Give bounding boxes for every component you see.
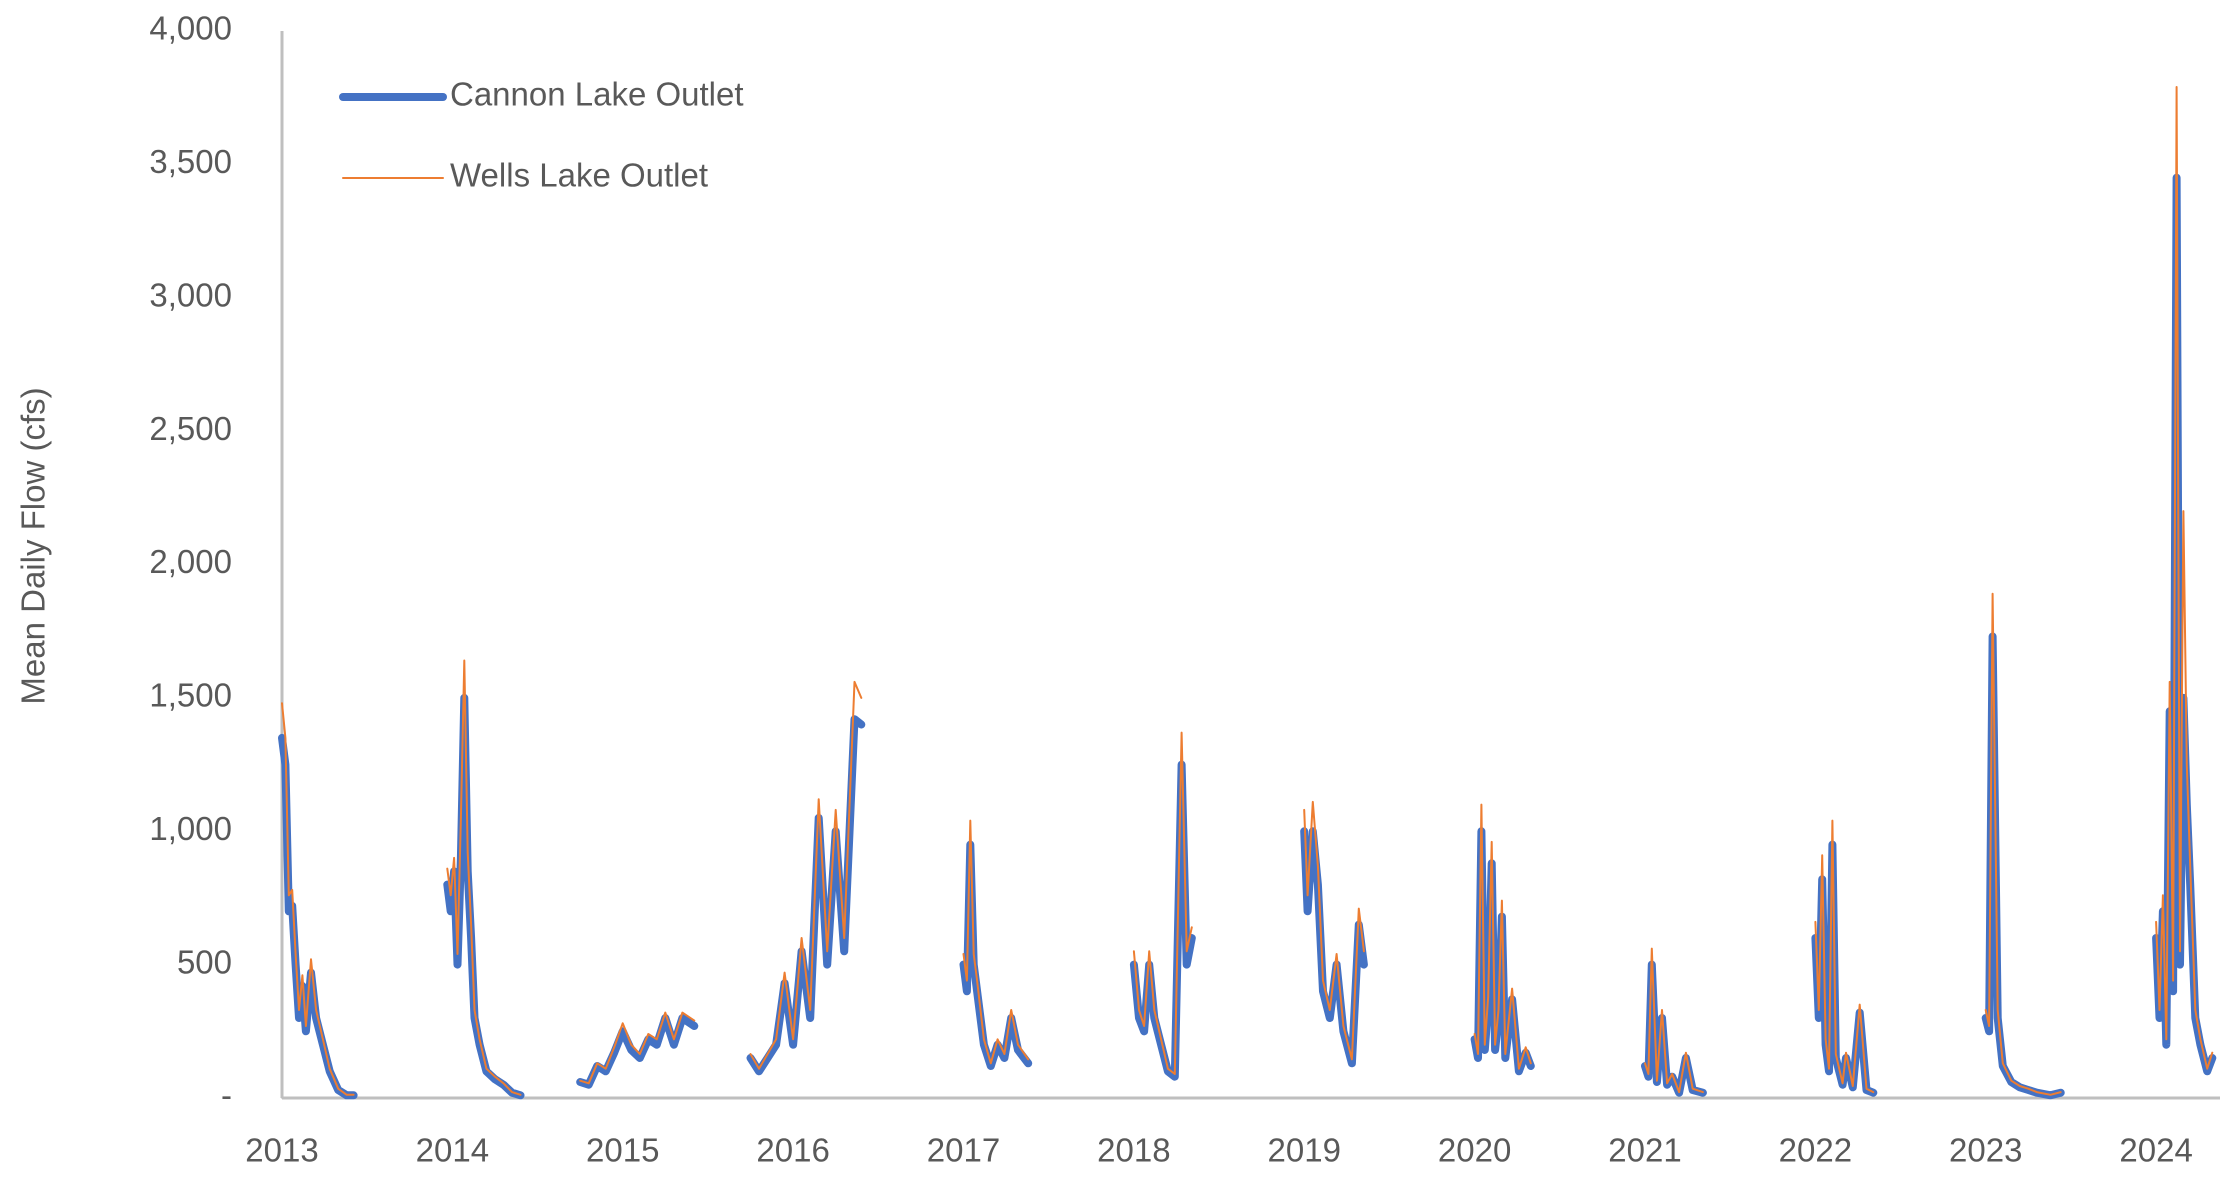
y-tick-label: 1,000 <box>149 810 232 847</box>
series-line <box>281 86 2214 1096</box>
y-tick-label: 3,000 <box>149 276 232 313</box>
x-tick-label: 2017 <box>927 1132 1000 1169</box>
y-tick-label: 2,000 <box>149 543 232 580</box>
y-tick-label: 4,000 <box>149 10 232 47</box>
x-tick-label: 2021 <box>1608 1132 1681 1169</box>
x-tick-label: 2024 <box>2119 1132 2192 1169</box>
x-tick-label: 2015 <box>586 1132 659 1169</box>
x-tick-label: 2014 <box>416 1132 489 1169</box>
legend-label: Cannon Lake Outlet <box>450 76 744 113</box>
y-tick-label: 2,500 <box>149 410 232 447</box>
x-tick-label: 2020 <box>1438 1132 1511 1169</box>
x-tick-label: 2023 <box>1949 1132 2022 1169</box>
y-tick-label: 1,500 <box>149 677 232 714</box>
x-tick-label: 2022 <box>1779 1132 1852 1169</box>
x-tick-label: 2019 <box>1268 1132 1341 1169</box>
y-tick-label: 3,500 <box>149 143 232 180</box>
y-tick-label: 500 <box>177 943 232 980</box>
x-tick-label: 2016 <box>756 1132 829 1169</box>
x-tick-label: 2013 <box>245 1132 318 1169</box>
y-tick-label: - <box>221 1077 232 1114</box>
series-line <box>278 173 2217 1100</box>
x-tick-label: 2018 <box>1097 1132 1170 1169</box>
y-axis-title: Mean Daily Flow (cfs) <box>15 387 52 704</box>
legend-label: Wells Lake Outlet <box>450 157 708 194</box>
